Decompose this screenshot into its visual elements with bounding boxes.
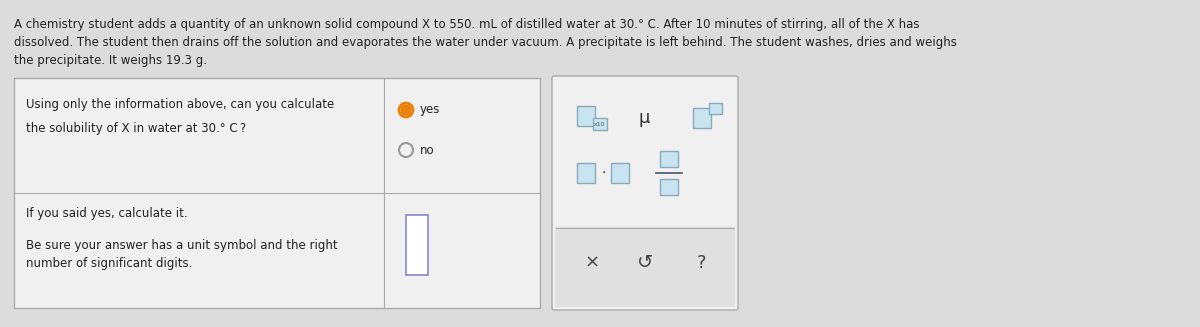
FancyBboxPatch shape	[694, 108, 710, 128]
FancyBboxPatch shape	[14, 78, 540, 308]
FancyBboxPatch shape	[593, 118, 607, 130]
FancyBboxPatch shape	[577, 163, 595, 183]
FancyBboxPatch shape	[660, 179, 678, 195]
FancyBboxPatch shape	[552, 76, 738, 310]
FancyBboxPatch shape	[611, 163, 629, 183]
Text: If you said yes, calculate it.: If you said yes, calculate it.	[26, 207, 187, 220]
Text: yes: yes	[420, 104, 440, 116]
Text: ×: ×	[584, 254, 600, 272]
Text: μ: μ	[638, 109, 649, 127]
Text: the precipitate. It weighs 19.3 g.: the precipitate. It weighs 19.3 g.	[14, 54, 208, 67]
Text: dissolved. The student then drains off the solution and evaporates the water und: dissolved. The student then drains off t…	[14, 36, 956, 49]
FancyBboxPatch shape	[708, 102, 721, 113]
Text: Be sure your answer has a unit symbol and the right: Be sure your answer has a unit symbol an…	[26, 239, 337, 252]
Text: x10: x10	[594, 123, 606, 128]
Text: ↺: ↺	[637, 253, 653, 272]
Text: ?: ?	[697, 254, 707, 272]
FancyBboxPatch shape	[577, 106, 595, 126]
FancyBboxPatch shape	[554, 227, 734, 307]
Text: no: no	[420, 144, 434, 157]
Text: number of significant digits.: number of significant digits.	[26, 257, 192, 270]
Text: Using only the information above, can you calculate: Using only the information above, can yo…	[26, 98, 335, 111]
FancyBboxPatch shape	[660, 151, 678, 167]
Text: ·: ·	[602, 166, 606, 180]
FancyBboxPatch shape	[406, 215, 428, 275]
Text: the solubility of X in water at 30.° C ?: the solubility of X in water at 30.° C ?	[26, 122, 246, 135]
Text: A chemistry student adds a quantity of an unknown solid compound X to 550. mL of: A chemistry student adds a quantity of a…	[14, 18, 919, 31]
Circle shape	[401, 105, 410, 115]
